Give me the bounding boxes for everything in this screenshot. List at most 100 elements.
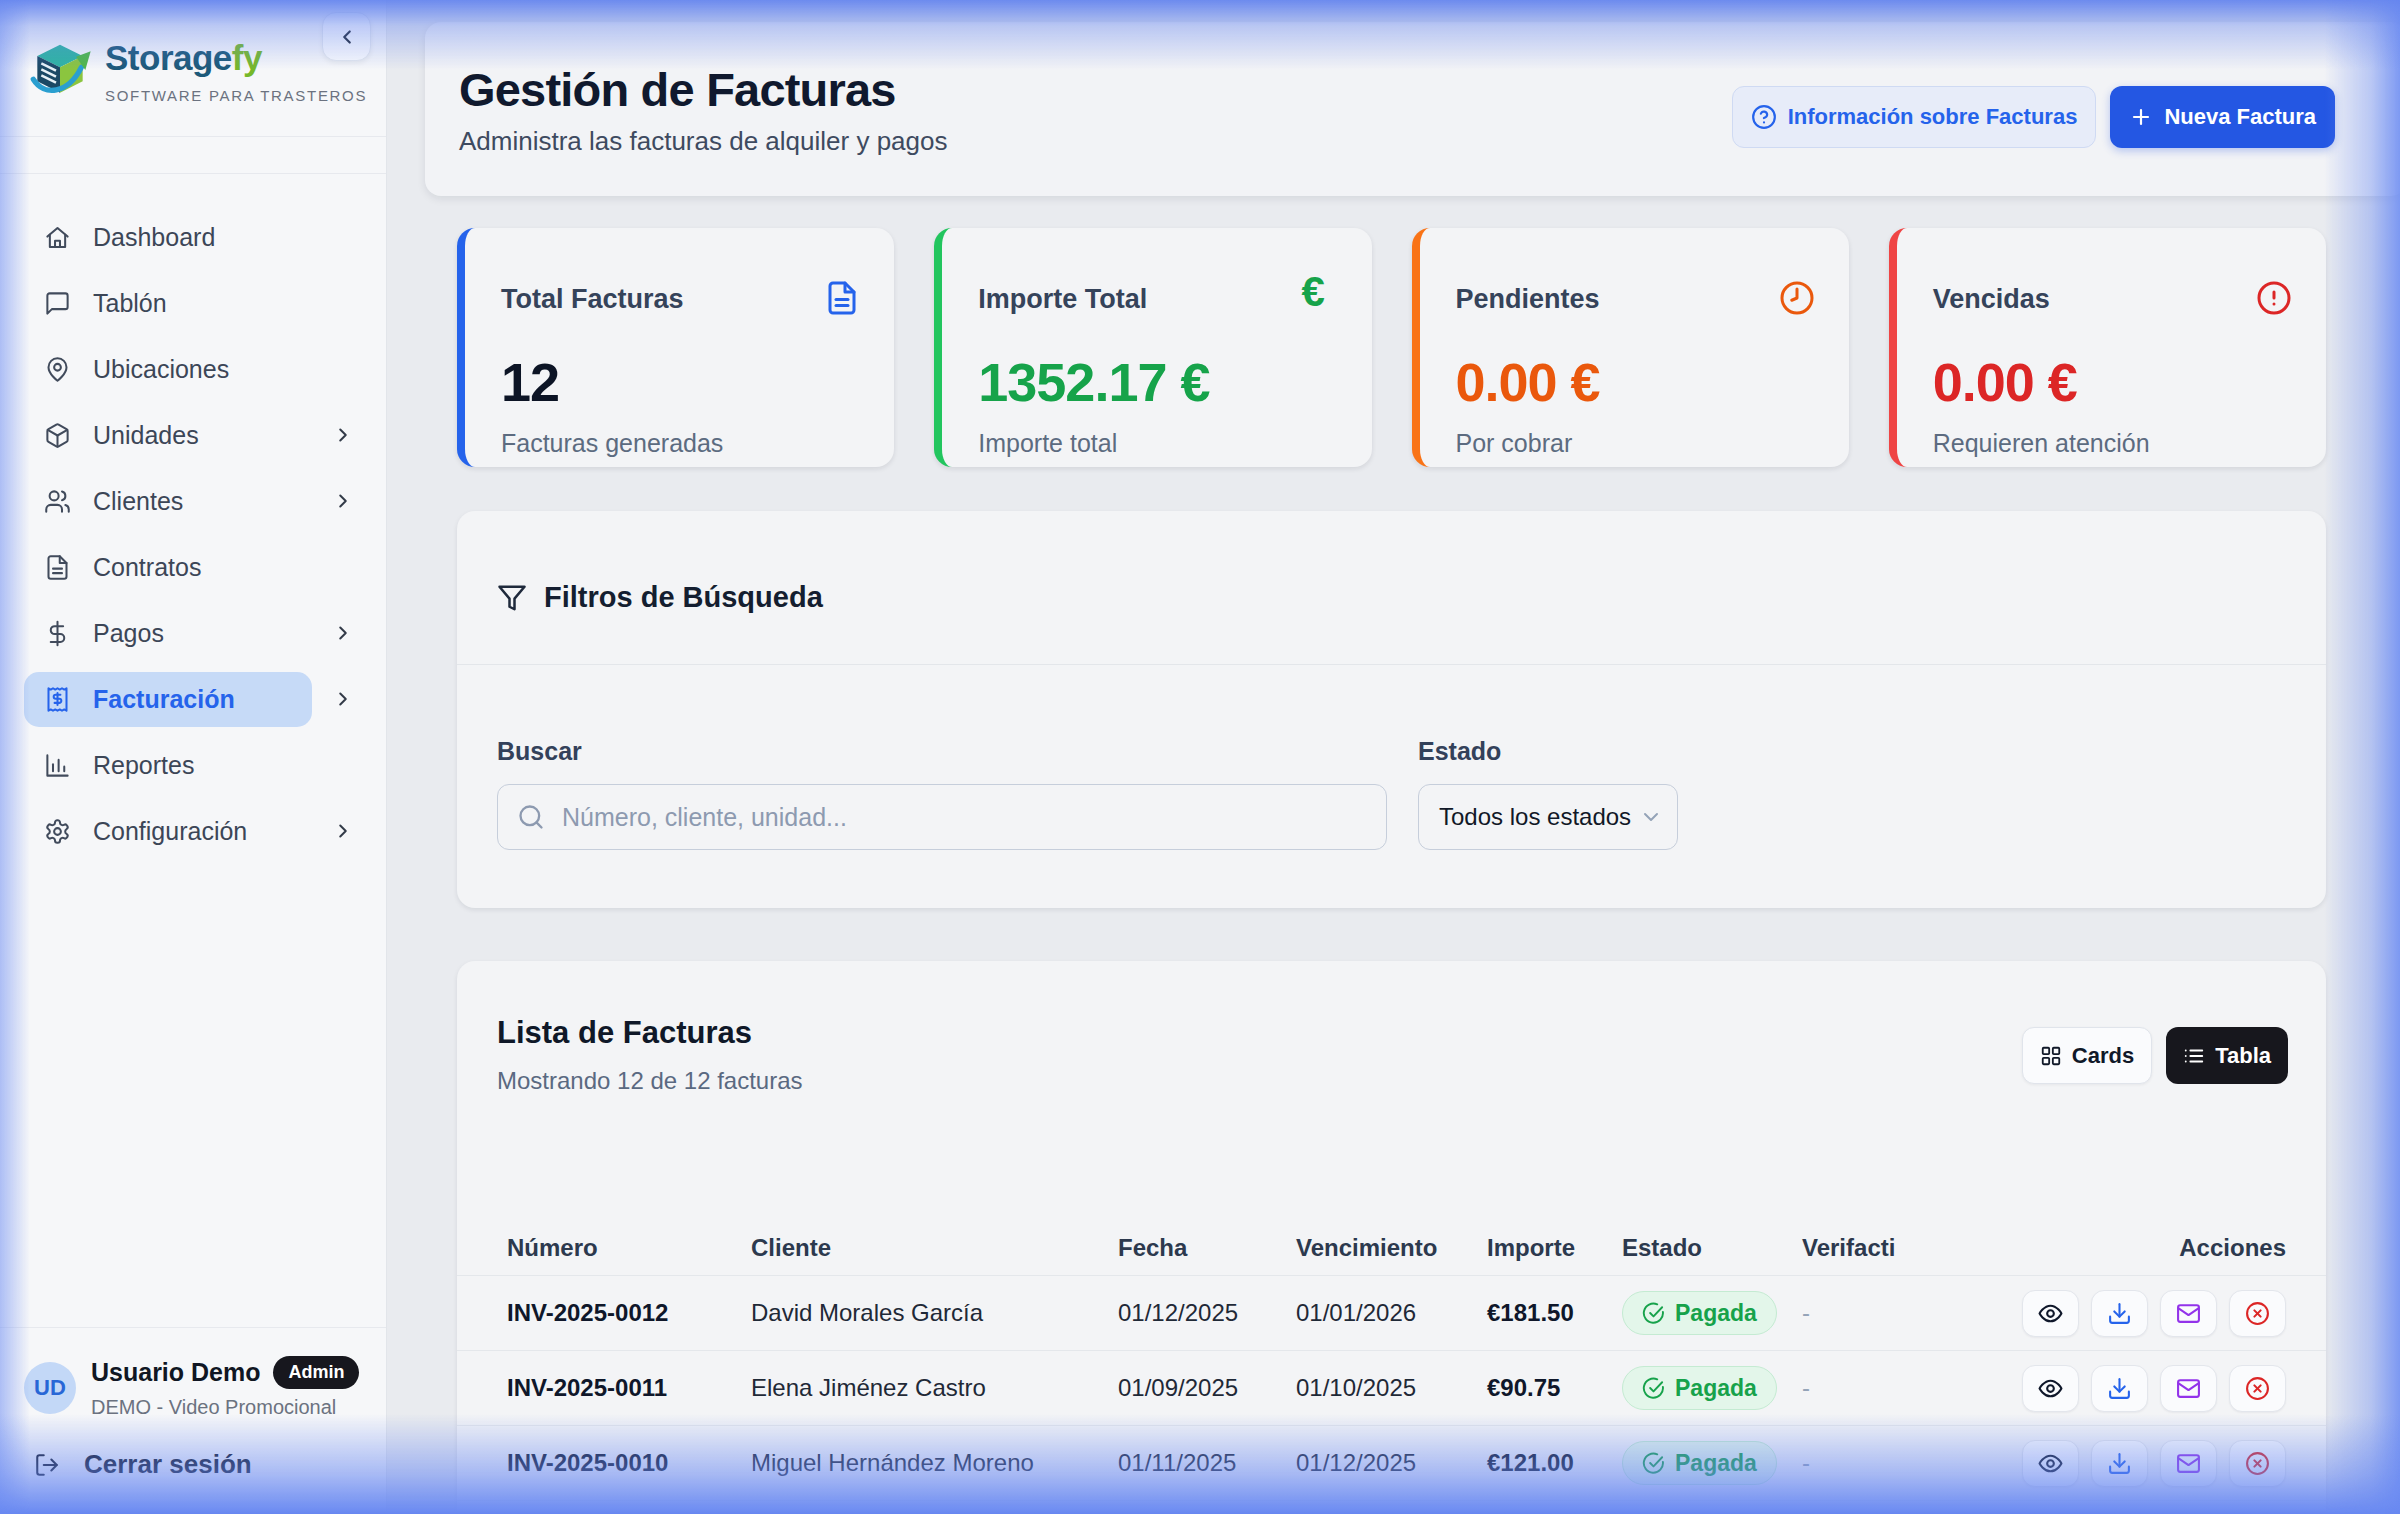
cell-vencimiento: 01/12/2025	[1296, 1449, 1487, 1477]
sidebar-user-block: UD Usuario Demo Admin DEMO - Video Promo…	[0, 1327, 386, 1514]
download-invoice-button[interactable]	[2091, 1290, 2148, 1337]
user-name: Usuario Demo	[91, 1358, 260, 1387]
help-circle-icon	[1751, 104, 1777, 130]
filters-card: Filtros de Búsqueda Buscar Estado Todos …	[457, 511, 2326, 908]
stat-card-vencidas: Vencidas 0.00 € Requieren atención	[1889, 228, 2326, 467]
sidebar-collapse-button[interactable]	[322, 12, 371, 61]
filters-title: Filtros de Búsqueda	[544, 581, 823, 614]
stat-label: Vencidas	[1933, 284, 2292, 315]
plus-icon	[2129, 105, 2153, 129]
logout-label: Cerrar sesión	[84, 1449, 252, 1480]
cell-vencimiento: 01/10/2025	[1296, 1374, 1487, 1402]
stat-value: 0.00 €	[1456, 355, 1815, 409]
bar-chart-icon	[44, 752, 71, 779]
col-importe: Importe	[1487, 1234, 1622, 1262]
download-invoice-button[interactable]	[2091, 1440, 2148, 1487]
chevron-right-icon	[332, 688, 354, 710]
stat-card-total-facturas: Total Facturas 12 Facturas generadas	[457, 228, 894, 467]
view-table-button[interactable]: Tabla	[2166, 1027, 2288, 1084]
sidebar-item-unidades[interactable]: Unidades	[24, 408, 312, 463]
check-circle-icon	[1642, 1377, 1665, 1400]
document-icon	[824, 280, 860, 316]
stat-value: 12	[501, 355, 860, 409]
chevron-right-icon	[332, 622, 354, 644]
cell-cliente: David Morales García	[751, 1299, 1118, 1327]
nueva-factura-button[interactable]: Nueva Factura	[2110, 86, 2335, 148]
view-invoice-button[interactable]	[2022, 1290, 2079, 1337]
cell-verifacti: -	[1802, 1299, 2022, 1327]
stat-label: Importe Total	[978, 284, 1337, 315]
chevron-right-icon	[332, 490, 354, 512]
stat-value: 0.00 €	[1933, 355, 2292, 409]
cancel-invoice-button[interactable]	[2229, 1440, 2286, 1487]
sidebar: Storagefy SOFTWARE PARA TRASTEROS Dashbo…	[0, 0, 387, 1514]
sidebar-item-ubicaciones[interactable]: Ubicaciones	[24, 342, 312, 397]
cell-fecha: 01/09/2025	[1118, 1374, 1296, 1402]
email-invoice-button[interactable]	[2160, 1290, 2217, 1337]
mail-icon	[2176, 1376, 2201, 1401]
app-root: Storagefy SOFTWARE PARA TRASTEROS Dashbo…	[0, 0, 2400, 1514]
sidebar-item-tablon[interactable]: Tablón	[24, 276, 312, 331]
sidebar-item-dashboard[interactable]: Dashboard	[24, 210, 312, 265]
sidebar-logo-row: Storagefy SOFTWARE PARA TRASTEROS	[0, 0, 386, 137]
list-subtitle: Mostrando 12 de 12 facturas	[497, 1067, 2286, 1095]
mail-icon	[2176, 1451, 2201, 1476]
stat-caption: Requieren atención	[1933, 429, 2292, 458]
gear-icon	[44, 818, 71, 845]
cell-fecha: 01/12/2025	[1118, 1299, 1296, 1327]
sidebar-item-reportes[interactable]: Reportes	[24, 738, 312, 793]
sidebar-item-facturacion[interactable]: Facturación	[24, 672, 312, 727]
invoices-table: Número Cliente Fecha Vencimiento Importe…	[457, 1221, 2326, 1514]
cell-importe: €121.00	[1487, 1449, 1622, 1477]
list-icon	[2183, 1045, 2205, 1067]
cell-verifacti: -	[1802, 1374, 2022, 1402]
table-header-row: Número Cliente Fecha Vencimiento Importe…	[457, 1221, 2326, 1275]
storagefy-logo-icon	[28, 38, 92, 102]
cancel-invoice-button[interactable]	[2229, 1365, 2286, 1412]
estado-select[interactable]: Todos los estados	[1418, 784, 1678, 850]
logout-button[interactable]: Cerrar sesión	[24, 1449, 364, 1480]
euro-icon: €	[1302, 274, 1338, 310]
stat-caption: Facturas generadas	[501, 429, 860, 458]
estado-label: Estado	[1418, 737, 1678, 766]
nav-label: Contratos	[93, 553, 201, 582]
sidebar-item-clientes[interactable]: Clientes	[24, 474, 312, 529]
sidebar-item-pagos[interactable]: Pagos	[24, 606, 312, 661]
eye-icon	[2038, 1376, 2063, 1401]
email-invoice-button[interactable]	[2160, 1440, 2217, 1487]
table-row: INV-2025-0010 Miguel Hernández Moreno 01…	[457, 1425, 2326, 1500]
cell-verifacti: -	[1802, 1449, 2022, 1477]
email-invoice-button[interactable]	[2160, 1365, 2217, 1412]
search-label: Buscar	[497, 737, 1387, 766]
cell-cliente: Elena Jiménez Castro	[751, 1374, 1118, 1402]
cancel-invoice-button[interactable]	[2229, 1290, 2286, 1337]
info-facturas-button[interactable]: Información sobre Facturas	[1732, 86, 2097, 148]
download-icon	[2107, 1301, 2132, 1326]
nav-label: Facturación	[93, 685, 235, 714]
view-invoice-button[interactable]	[2022, 1365, 2079, 1412]
check-circle-icon	[1642, 1302, 1665, 1325]
sidebar-item-contratos[interactable]: Contratos	[24, 540, 312, 595]
view-cards-button[interactable]: Cards	[2022, 1027, 2152, 1084]
stat-card-pendientes: Pendientes 0.00 € Por cobrar	[1412, 228, 1849, 467]
alert-circle-icon	[2256, 280, 2292, 316]
col-numero: Número	[507, 1234, 751, 1262]
list-title: Lista de Facturas	[497, 1017, 2286, 1048]
nav-label: Configuración	[93, 817, 247, 846]
cell-cliente: Miguel Hernández Moreno	[751, 1449, 1118, 1477]
clock-icon	[1779, 280, 1815, 316]
chevron-down-icon	[1639, 805, 1663, 829]
sidebar-item-configuracion[interactable]: Configuración	[24, 804, 312, 859]
search-input[interactable]	[497, 784, 1387, 850]
check-circle-icon	[1642, 1452, 1665, 1475]
view-invoice-button[interactable]	[2022, 1440, 2079, 1487]
cell-numero: INV-2025-0012	[507, 1299, 751, 1327]
search-icon	[517, 803, 545, 831]
download-icon	[2107, 1451, 2132, 1476]
dollar-icon	[44, 620, 71, 647]
grid-icon	[2040, 1045, 2062, 1067]
file-text-icon	[44, 554, 71, 581]
invoice-list-card: Lista de Facturas Mostrando 12 de 12 fac…	[457, 961, 2326, 1514]
stat-label: Total Facturas	[501, 284, 860, 315]
download-invoice-button[interactable]	[2091, 1365, 2148, 1412]
